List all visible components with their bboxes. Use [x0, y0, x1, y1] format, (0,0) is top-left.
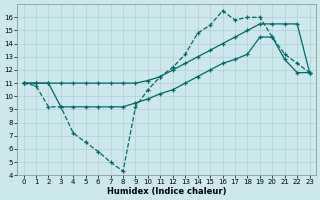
X-axis label: Humidex (Indice chaleur): Humidex (Indice chaleur): [107, 187, 226, 196]
